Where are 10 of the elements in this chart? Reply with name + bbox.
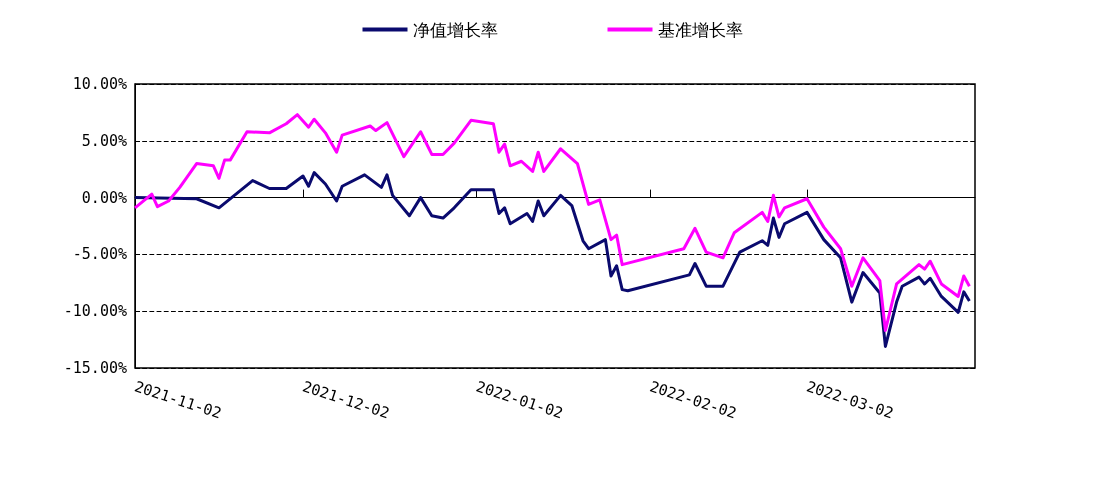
legend-label: 基准增长率 <box>657 19 743 40</box>
y-tick-label: -10.00% <box>63 302 127 321</box>
y-tick-label: -15.00% <box>63 359 127 377</box>
line-series <box>133 171 971 348</box>
y-tick-label: 0.00% <box>81 188 127 207</box>
y-tick-label: 10.00% <box>72 75 127 93</box>
line-series <box>133 113 971 333</box>
legend-label: 净值增长率 <box>412 19 498 40</box>
y-tick-label: -5.00% <box>72 245 127 264</box>
y-tick-label: 5.00% <box>81 131 127 150</box>
